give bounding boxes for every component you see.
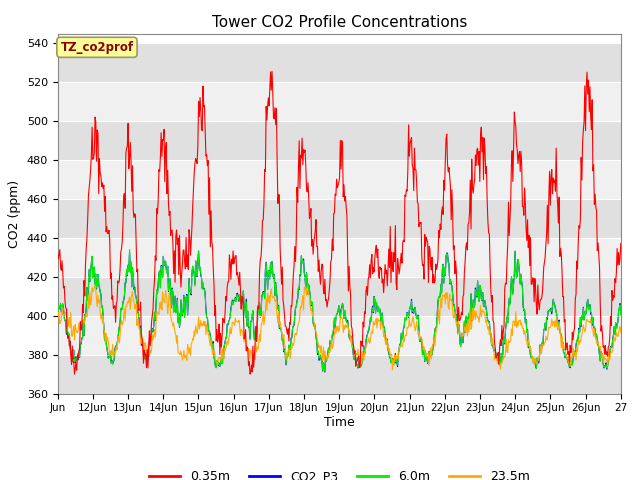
- 0.35m: [399, 240, 406, 245]
- 6.0m: [54, 303, 61, 309]
- Bar: [58, 160, 621, 199]
- 6.0m: [431, 333, 438, 339]
- 0.35m: [617, 241, 625, 247]
- Line: 23.5m: 23.5m: [58, 287, 621, 370]
- 23.5m: [617, 329, 625, 335]
- 23.5m: [388, 367, 396, 373]
- 6.0m: [120, 297, 127, 303]
- CO2_P3: [195, 248, 202, 254]
- CO2_P3: [120, 298, 127, 303]
- Line: 6.0m: 6.0m: [58, 250, 621, 371]
- Title: Tower CO2 Profile Concentrations: Tower CO2 Profile Concentrations: [211, 15, 467, 30]
- 23.5m: [273, 313, 281, 319]
- 23.5m: [252, 340, 260, 346]
- Bar: [58, 199, 621, 238]
- CO2_P3: [252, 325, 260, 331]
- 6.0m: [125, 247, 133, 252]
- 23.5m: [54, 320, 61, 325]
- 23.5m: [431, 334, 438, 339]
- 23.5m: [120, 306, 128, 312]
- 23.5m: [399, 343, 406, 348]
- Bar: [58, 121, 621, 160]
- Bar: [58, 238, 621, 277]
- 0.35m: [54, 251, 61, 256]
- CO2_P3: [321, 369, 329, 375]
- Bar: [58, 316, 621, 355]
- Text: TZ_co2prof: TZ_co2prof: [60, 41, 134, 54]
- CO2_P3: [617, 311, 625, 316]
- 0.35m: [224, 279, 232, 285]
- Bar: [58, 82, 621, 121]
- 0.35m: [431, 280, 438, 286]
- Line: CO2_P3: CO2_P3: [58, 251, 621, 372]
- CO2_P3: [54, 303, 61, 309]
- 6.0m: [399, 336, 406, 341]
- 23.5m: [224, 342, 232, 348]
- Legend: 0.35m, CO2_P3, 6.0m, 23.5m: 0.35m, CO2_P3, 6.0m, 23.5m: [143, 465, 535, 480]
- Line: 0.35m: 0.35m: [58, 72, 621, 374]
- Y-axis label: CO2 (ppm): CO2 (ppm): [8, 180, 21, 248]
- CO2_P3: [273, 295, 281, 301]
- CO2_P3: [399, 336, 406, 342]
- CO2_P3: [431, 333, 438, 339]
- 6.0m: [224, 322, 232, 327]
- 6.0m: [252, 324, 260, 330]
- 0.35m: [274, 201, 282, 206]
- X-axis label: Time: Time: [324, 416, 355, 429]
- Bar: [58, 355, 621, 394]
- 0.35m: [252, 324, 260, 329]
- Bar: [58, 277, 621, 316]
- 0.35m: [268, 69, 276, 74]
- 0.35m: [120, 191, 128, 196]
- Bar: [58, 43, 621, 82]
- 0.35m: [70, 371, 78, 377]
- CO2_P3: [224, 322, 232, 328]
- 6.0m: [273, 295, 281, 301]
- 6.0m: [321, 368, 329, 374]
- 23.5m: [90, 284, 98, 289]
- 6.0m: [617, 312, 625, 318]
